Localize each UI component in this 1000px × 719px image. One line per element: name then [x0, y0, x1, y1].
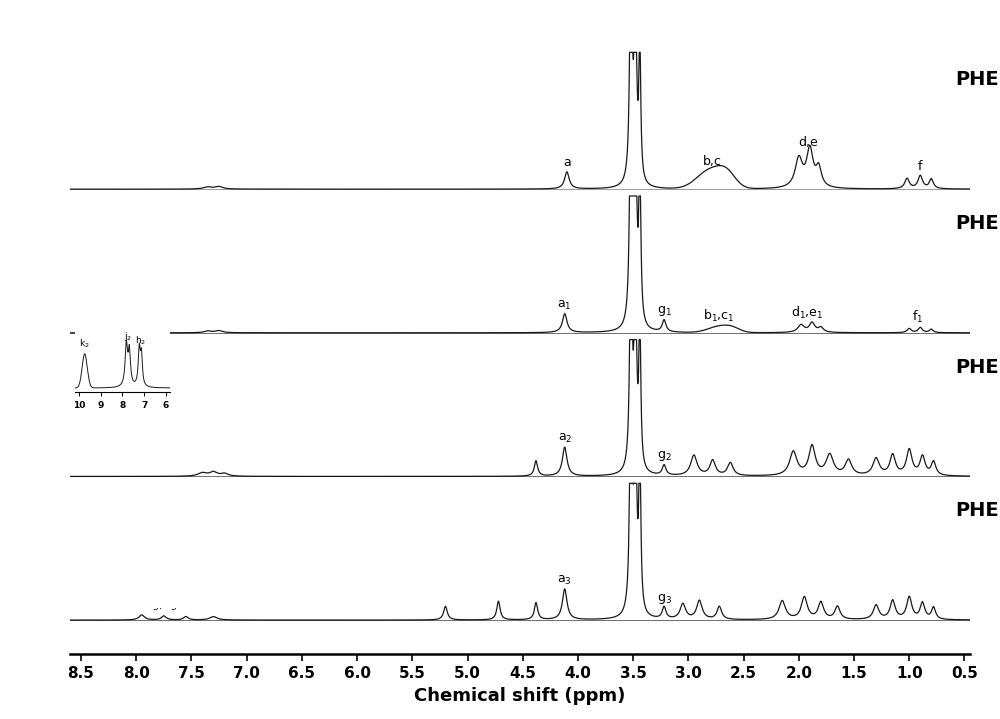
Text: S: S — [167, 83, 171, 89]
Text: d,e: d,e — [798, 136, 818, 149]
Text: m$_3$,n$_3$: m$_3$,n$_3$ — [140, 600, 177, 613]
Text: OH: OH — [275, 93, 286, 99]
Text: f$_1$: f$_1$ — [912, 309, 924, 325]
Text: k$_2$: k$_2$ — [79, 338, 90, 350]
Text: NC: NC — [191, 225, 200, 230]
Text: a: a — [563, 156, 571, 169]
Text: NC: NC — [235, 74, 245, 81]
Text: NC: NC — [228, 382, 237, 387]
Text: g$_3$: g$_3$ — [657, 592, 672, 605]
Text: a: a — [219, 106, 223, 112]
Text: c: c — [209, 141, 213, 147]
Text: a$_1$: a$_1$ — [557, 298, 572, 311]
X-axis label: Chemical shift (ppm): Chemical shift (ppm) — [414, 687, 626, 705]
Text: PHEME: PHEME — [956, 70, 1000, 89]
Text: f: f — [918, 160, 923, 173]
Text: PHEME-POEGMA-PVB: PHEME-POEGMA-PVB — [956, 357, 1000, 377]
Text: b,c: b,c — [703, 155, 722, 168]
Text: NC: NC — [191, 509, 200, 514]
Text: g$_1$: g$_1$ — [657, 304, 672, 319]
Text: a$_2$: a$_2$ — [558, 432, 572, 445]
Text: g$_2$: g$_2$ — [657, 449, 671, 464]
Text: N: N — [178, 112, 184, 118]
Text: O: O — [168, 106, 174, 112]
Text: PHEME-POEGMA-PVB-DOX: PHEME-POEGMA-PVB-DOX — [956, 501, 1000, 520]
Text: b: b — [243, 120, 247, 127]
Text: d: d — [173, 127, 177, 133]
Text: a$_3$: a$_3$ — [557, 574, 572, 587]
Text: j$_2$: j$_2$ — [124, 329, 132, 342]
Text: O: O — [173, 290, 178, 296]
Text: d$_1$,e$_1$: d$_1$,e$_1$ — [791, 305, 824, 321]
Text: h$_2$: h$_2$ — [135, 334, 146, 347]
Text: PHEME-POEGMA: PHEME-POEGMA — [956, 214, 1000, 233]
Text: O: O — [173, 574, 178, 580]
Text: b$_1$,c$_1$: b$_1$,c$_1$ — [703, 308, 735, 324]
Text: f: f — [214, 72, 216, 78]
Text: O: O — [214, 431, 220, 436]
